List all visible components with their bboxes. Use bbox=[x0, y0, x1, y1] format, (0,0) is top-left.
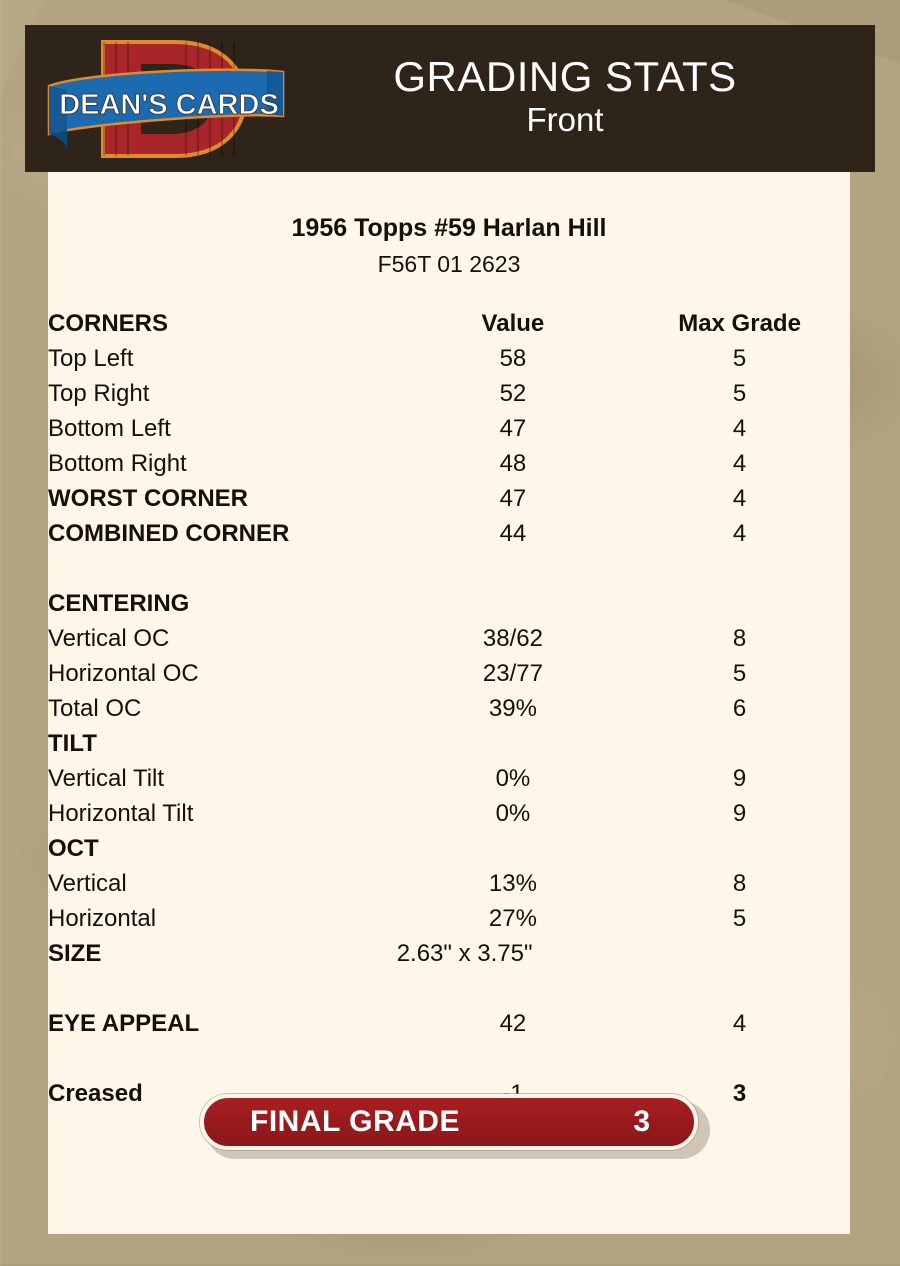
row-grade: 4 bbox=[732, 484, 747, 512]
row-value: 47 bbox=[499, 414, 527, 442]
table-row: Horizontal Tilt 0% 9 bbox=[48, 796, 850, 831]
row-value: 38/62 bbox=[482, 624, 543, 652]
final-grade-value: 3 bbox=[633, 1105, 650, 1138]
logo-svg: DEAN'S CARDS bbox=[47, 39, 285, 158]
table-header-row: CORNERS Value Max Grade bbox=[48, 306, 850, 341]
empty-cell bbox=[629, 586, 850, 621]
row-value: 58 bbox=[499, 344, 527, 372]
row-grade: 8 bbox=[732, 624, 747, 652]
row-value: 47 bbox=[499, 484, 527, 512]
row-label: Horizontal OC bbox=[48, 659, 199, 687]
row-label: Bottom Left bbox=[48, 414, 171, 442]
row-value: 39% bbox=[488, 694, 537, 722]
row-label: Top Right bbox=[48, 379, 150, 407]
table-row: Horizontal OC 23/77 5 bbox=[48, 656, 850, 691]
grading-stats-table: CORNERS Value Max Grade Top Left 58 5 To… bbox=[48, 306, 850, 1111]
page-title: GRADING STATS bbox=[393, 53, 737, 100]
spacer bbox=[48, 551, 850, 586]
row-label: Creased bbox=[48, 1079, 143, 1107]
table-row-size: SIZE 2.63" x 3.75" bbox=[48, 936, 850, 971]
row-value: 44 bbox=[499, 519, 527, 547]
row-value: 27% bbox=[488, 904, 537, 932]
row-grade: 5 bbox=[732, 659, 747, 687]
section-heading-oct: OCT bbox=[48, 834, 99, 862]
spacer bbox=[48, 1041, 850, 1076]
row-value: 52 bbox=[499, 379, 527, 407]
row-value: 2.63" x 3.75" bbox=[396, 939, 533, 967]
row-value: 23/77 bbox=[482, 659, 543, 687]
section-row-tilt: TILT bbox=[48, 726, 850, 761]
row-grade: 4 bbox=[732, 449, 747, 477]
row-value: 13% bbox=[488, 869, 537, 897]
table-row: Bottom Left 47 4 bbox=[48, 411, 850, 446]
table-row: Vertical 13% 8 bbox=[48, 866, 850, 901]
row-grade: 8 bbox=[732, 869, 747, 897]
row-label: Bottom Right bbox=[48, 449, 187, 477]
row-label: Vertical Tilt bbox=[48, 764, 165, 792]
row-value: 42 bbox=[499, 1009, 527, 1037]
row-grade: 5 bbox=[732, 904, 747, 932]
section-heading-corners: CORNERS bbox=[48, 309, 169, 337]
empty-cell bbox=[629, 831, 850, 866]
row-label: Vertical bbox=[48, 869, 127, 897]
table-row: Bottom Right 48 4 bbox=[48, 446, 850, 481]
header-title-block: GRADING STATS Front bbox=[295, 53, 875, 142]
table-row-eye-appeal: EYE APPEAL 42 4 bbox=[48, 1006, 850, 1041]
row-label: EYE APPEAL bbox=[48, 1009, 200, 1037]
final-grade-container: FINAL GRADE 3 bbox=[200, 1094, 710, 1159]
column-header-max-grade: Max Grade bbox=[678, 309, 801, 337]
empty-cell bbox=[397, 726, 629, 761]
row-grade: 4 bbox=[732, 519, 747, 547]
section-heading-tilt: TILT bbox=[48, 729, 97, 757]
row-value: 0% bbox=[495, 764, 531, 792]
section-heading-centering: CENTERING bbox=[48, 589, 190, 617]
row-label: WORST CORNER bbox=[48, 484, 248, 512]
empty-cell bbox=[397, 831, 629, 866]
spacer bbox=[48, 971, 850, 1006]
row-grade: 3 bbox=[732, 1079, 747, 1107]
logo-ribbon-icon bbox=[47, 67, 285, 148]
row-label: Top Left bbox=[48, 344, 134, 372]
row-label: Horizontal bbox=[48, 904, 157, 932]
section-row-centering: CENTERING bbox=[48, 586, 850, 621]
row-label: Total OC bbox=[48, 694, 142, 722]
page-subtitle: Front bbox=[526, 101, 604, 139]
stats-panel: 1956 Topps #59 Harlan Hill F56T 01 2623 … bbox=[48, 172, 850, 1234]
final-grade-label: FINAL GRADE bbox=[250, 1105, 460, 1138]
row-grade: 9 bbox=[732, 764, 747, 792]
table-row-worst-corner: WORST CORNER 47 4 bbox=[48, 481, 850, 516]
table-row: Top Left 58 5 bbox=[48, 341, 850, 376]
row-grade: 4 bbox=[732, 414, 747, 442]
row-grade: 9 bbox=[732, 799, 747, 827]
final-grade-badge: FINAL GRADE 3 bbox=[200, 1094, 698, 1150]
table-row: Top Right 52 5 bbox=[48, 376, 850, 411]
card-title: 1956 Topps #59 Harlan Hill bbox=[291, 214, 607, 242]
table-row-combined-corner: COMBINED CORNER 44 4 bbox=[48, 516, 850, 551]
table-row: Vertical Tilt 0% 9 bbox=[48, 761, 850, 796]
app-header: DEAN'S CARDS GRADING STATS Front bbox=[25, 25, 875, 172]
logo-wordmark: DEAN'S CARDS bbox=[59, 89, 279, 121]
table-row: Horizontal 27% 5 bbox=[48, 901, 850, 936]
deans-cards-logo: DEAN'S CARDS bbox=[45, 34, 295, 164]
card-subtitle: F56T 01 2623 bbox=[377, 251, 521, 277]
row-value: 48 bbox=[499, 449, 527, 477]
table-row: Total OC 39% 6 bbox=[48, 691, 850, 726]
empty-cell bbox=[397, 586, 629, 621]
row-grade: 5 bbox=[732, 379, 747, 407]
table-row: Vertical OC 38/62 8 bbox=[48, 621, 850, 656]
row-value: 0% bbox=[495, 799, 531, 827]
row-grade: 4 bbox=[732, 1009, 747, 1037]
row-label: COMBINED CORNER bbox=[48, 519, 290, 547]
row-label: Vertical OC bbox=[48, 624, 170, 652]
row-grade: 5 bbox=[732, 344, 747, 372]
column-header-value: Value bbox=[481, 309, 545, 337]
empty-cell bbox=[629, 726, 850, 761]
row-grade: 6 bbox=[732, 694, 747, 722]
section-row-oct: OCT bbox=[48, 831, 850, 866]
row-label: Horizontal Tilt bbox=[48, 799, 194, 827]
row-label: SIZE bbox=[48, 939, 102, 967]
